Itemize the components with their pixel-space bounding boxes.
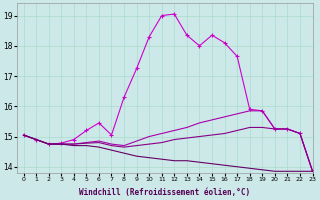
X-axis label: Windchill (Refroidissement éolien,°C): Windchill (Refroidissement éolien,°C) [79,188,251,197]
